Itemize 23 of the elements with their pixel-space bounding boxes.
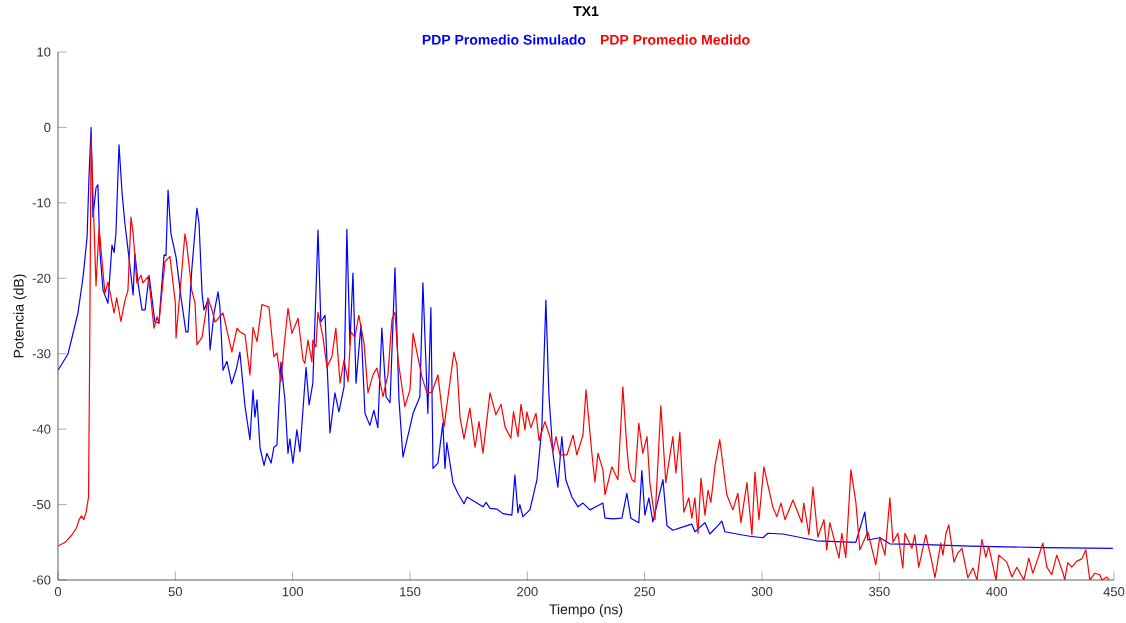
- y-tick-label: -20: [32, 273, 51, 283]
- x-tick-label: 300: [751, 587, 773, 597]
- chart-title: TX1: [573, 6, 599, 16]
- x-tick-label: 200: [517, 587, 538, 597]
- y-tick-label: -30: [32, 349, 51, 359]
- x-tick-label: 50: [168, 587, 183, 597]
- x-tick-label: 150: [400, 587, 421, 597]
- y-axis-title: Potencia (dB): [13, 274, 27, 358]
- x-tick-label: 400: [986, 587, 1007, 597]
- x-tick-label: 450: [1103, 587, 1125, 597]
- y-tick-label: 0: [44, 122, 51, 133]
- text: PDP Promedio Simulado: [422, 34, 586, 45]
- text: PDP Promedio Medido: [600, 34, 750, 45]
- y-tick-label: -10: [32, 198, 51, 208]
- x-axis-title: Tiempo (ns): [549, 604, 623, 618]
- x-tick-label: 100: [282, 587, 303, 597]
- y-tick-label: -40: [32, 424, 51, 434]
- y-tick-label: -60: [32, 575, 51, 585]
- y-tick-label: 10: [37, 47, 51, 57]
- y-tick-label: -50: [32, 499, 51, 510]
- x-tick-label: 250: [634, 587, 655, 597]
- x-tick-label: 0: [54, 587, 62, 597]
- x-tick-label: 350: [868, 587, 890, 597]
